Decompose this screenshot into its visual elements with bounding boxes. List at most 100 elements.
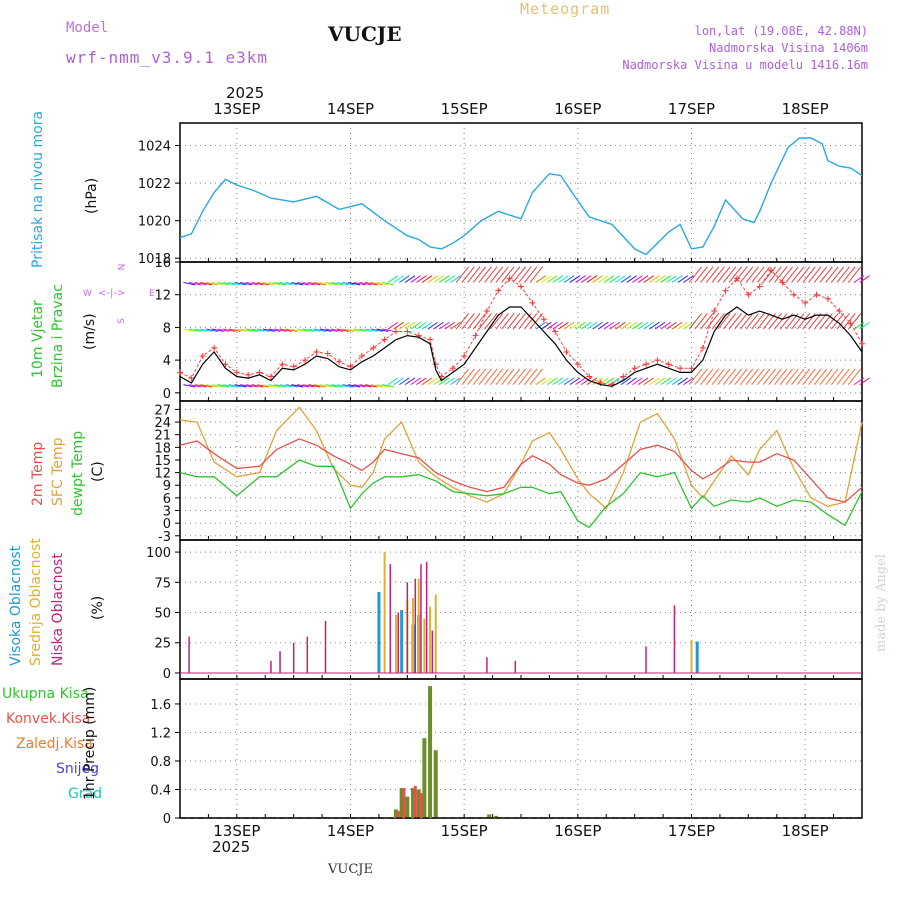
- compass-s-label: S: [116, 318, 127, 324]
- wind-barb: [813, 368, 828, 385]
- wind-barb: [598, 321, 609, 330]
- wind-barb: [268, 281, 281, 286]
- wind-barb: [722, 313, 737, 330]
- wind-barb: [791, 266, 805, 283]
- gust-marker: [733, 275, 740, 282]
- wind-barb: [461, 368, 475, 385]
- wind-barb: [609, 275, 620, 283]
- wind-barb: [592, 321, 603, 330]
- wind-speed-line: [179, 306, 863, 387]
- wind-barb: [438, 275, 450, 283]
- y-tick-label: 6: [163, 492, 171, 507]
- wind-barb: [569, 377, 581, 386]
- wind-barb: [302, 384, 315, 388]
- wind-barb: [666, 275, 677, 283]
- precip-zaledj-label: Zaledj.Kisa: [16, 736, 93, 752]
- wind-barb: [853, 275, 865, 283]
- wind-barb: [654, 275, 666, 283]
- wind-barb: [421, 275, 433, 283]
- wind-barb: [632, 321, 643, 330]
- wind-barb: [245, 281, 258, 286]
- wind-barb: [467, 266, 481, 283]
- lonlat-label: lon,lat (19.08E, 42.88N): [694, 24, 868, 38]
- wind-barb: [757, 368, 771, 385]
- wind-barb: [314, 384, 326, 388]
- wind-barb: [188, 281, 201, 286]
- wind-barb: [450, 377, 461, 386]
- wind-barb: [291, 384, 304, 388]
- wind-barb: [444, 275, 456, 283]
- wind-barb: [649, 377, 660, 386]
- low-cloud-bar: [414, 578, 417, 673]
- precip-snijeg-label: Snijeg: [56, 761, 100, 777]
- wind-barb: [319, 281, 332, 286]
- wind-barb: [524, 266, 538, 283]
- wind-barb: [416, 321, 427, 330]
- y-tick-label: 27: [154, 403, 171, 418]
- wind-barb: [620, 377, 632, 386]
- wind-barb: [200, 328, 213, 332]
- total-precip-bar: [416, 789, 421, 818]
- wind-barb: [592, 377, 603, 386]
- wind-barb: [592, 275, 603, 283]
- bottom-axis-date-label: 18SEP: [781, 822, 829, 840]
- gust-marker: [620, 373, 627, 380]
- high-cloud-bar: [695, 641, 699, 673]
- panel-frame: [179, 539, 863, 680]
- wind-barb: [529, 368, 543, 385]
- wind-barb: [291, 281, 304, 286]
- wind-barb: [393, 321, 404, 330]
- gust-marker: [756, 283, 763, 290]
- mid-cloud-bar: [383, 552, 386, 673]
- gust-marker: [381, 336, 388, 343]
- wind-barb: [348, 281, 361, 286]
- wind-barb: [399, 321, 410, 330]
- wind-barb: [791, 368, 805, 385]
- low-cloud-bar: [389, 564, 392, 673]
- wind-barb: [506, 313, 521, 330]
- wind-barb: [433, 321, 444, 330]
- wind-barb: [438, 377, 450, 386]
- y-tick-label: 0: [163, 517, 171, 532]
- wind-barb: [575, 275, 586, 283]
- wind-barb: [728, 266, 742, 283]
- wind-barb: [410, 275, 421, 283]
- wind-barb: [768, 368, 782, 385]
- wind-barb: [285, 328, 298, 332]
- wind-barb: [694, 368, 708, 385]
- wind-barb: [552, 275, 564, 283]
- wind-barb: [370, 384, 383, 388]
- temp-name-1: 2m Temp: [30, 441, 46, 506]
- wind-barb: [785, 368, 799, 385]
- wind-barb: [308, 281, 321, 286]
- wind-barb: [450, 275, 461, 283]
- top-axis-date-label: 13SEP: [213, 100, 261, 118]
- wind-barb: [700, 313, 714, 330]
- y-tick-label: 1022: [138, 177, 171, 192]
- low-cloud-bar: [324, 620, 327, 673]
- wind-barb: [234, 281, 247, 286]
- wind-barb: [370, 328, 383, 332]
- pressure-unit: (hPa): [84, 177, 100, 214]
- wind-barb: [819, 368, 833, 385]
- wind-barb: [722, 266, 737, 283]
- wind-barb: [859, 275, 870, 283]
- wind-barb: [342, 328, 355, 332]
- wind-barb: [376, 328, 389, 332]
- compass-w-label: W: [83, 289, 92, 299]
- wind-barb: [836, 313, 850, 330]
- gust-marker: [245, 371, 252, 378]
- wind-barb: [325, 328, 338, 332]
- gust-marker: [688, 365, 695, 372]
- wind-barb: [847, 313, 862, 330]
- wind-unit: (m/s): [82, 313, 98, 350]
- gust-marker: [813, 291, 820, 298]
- wind-barb: [206, 281, 219, 286]
- wind-barb: [643, 275, 654, 283]
- gust-marker: [358, 353, 365, 360]
- wind-barb: [757, 313, 771, 330]
- wind-barb: [223, 384, 236, 388]
- gust-marker: [267, 373, 274, 380]
- gust-marker: [540, 316, 547, 323]
